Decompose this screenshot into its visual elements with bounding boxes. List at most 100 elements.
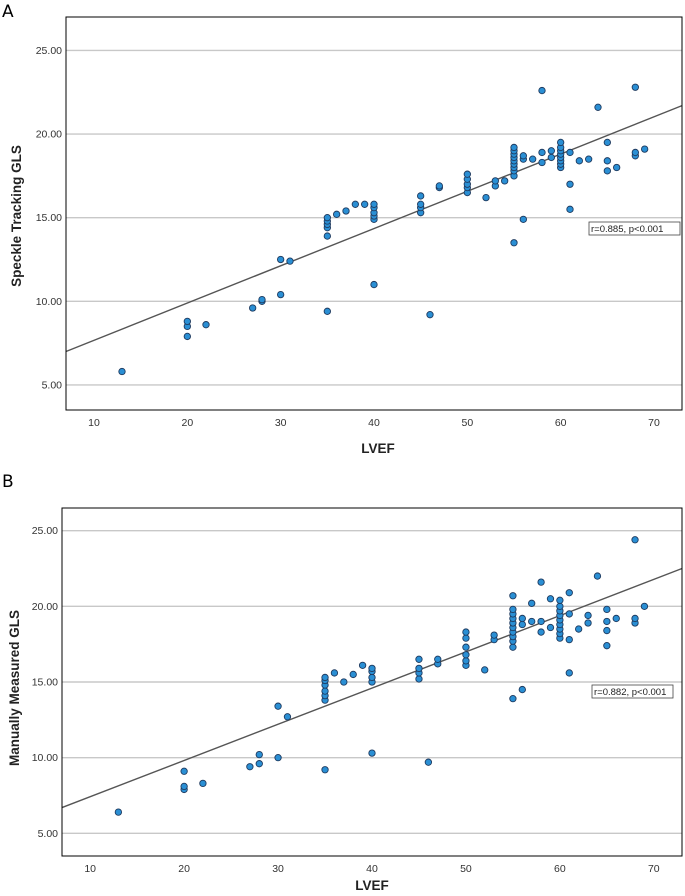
panel-b-data-point (358, 661, 367, 670)
panel-b-data-point (537, 578, 545, 586)
panel-a-x-tick-label: 10 (88, 417, 100, 429)
panel-b-data-point (462, 651, 470, 659)
panel-a-data-point (603, 157, 611, 165)
panel-b-data-point (349, 670, 357, 679)
panel-a-annotation-text: r=0.885, p<0.001 (591, 224, 663, 235)
panel-a-data-point (249, 304, 257, 312)
panel-a-data-point (631, 148, 639, 157)
panel-b-data-point (462, 634, 470, 642)
panel-a-data-point (277, 255, 285, 264)
panel-a-data-point (519, 152, 527, 160)
panel-a-data-point (603, 167, 611, 175)
panel-a-data-point (426, 311, 434, 319)
panel-b-x-tick-label: 70 (648, 863, 660, 875)
panel-b-data-point (321, 766, 329, 774)
panel-a-data-point (118, 367, 126, 376)
panel-a-data-point (641, 145, 649, 153)
panel-a-data-point (435, 182, 443, 190)
panel-a-x-tick-label: 20 (181, 417, 193, 429)
panel-b-data-point (631, 614, 639, 623)
panel-b-data-point (565, 669, 573, 677)
panel-b-data-point (546, 623, 555, 632)
panel-a-data-point (594, 103, 602, 111)
panel-b-data-point (556, 596, 564, 604)
panel-b-data-point (340, 678, 348, 686)
panel-b-data-point (321, 673, 329, 682)
panel-b-data-point (565, 589, 573, 597)
panel-a-y-axis-title: Speckle Tracking GLS (9, 145, 24, 287)
panel-b-x-tick-label: 50 (460, 863, 472, 875)
panel-a-annotation-box (588, 221, 681, 236)
panel-a-x-tick-label: 70 (648, 417, 660, 429)
panel-b-data-point (565, 635, 573, 644)
panel-a-data-point (603, 138, 611, 147)
panel-b-x-tick-label: 20 (178, 863, 190, 875)
panel-b-data-point (528, 599, 536, 607)
panel-b-data-point (255, 760, 263, 768)
panel-b-data-point (330, 669, 339, 677)
panel-b-data-point (640, 602, 649, 610)
panel-a-y-ticks: 5.00 10.00 15.00 20.00 25.00 (36, 45, 62, 391)
panel-b-data-point (368, 749, 376, 757)
panel-b-data-point (415, 675, 423, 683)
panel-b-data-point (584, 619, 592, 627)
panel-a-data-point (351, 200, 359, 208)
panel-b-fit-line (61, 567, 683, 809)
panel-b-data-point (490, 631, 498, 639)
panel-a-data-point (333, 210, 341, 218)
panel-a-data-point (491, 177, 499, 185)
panel-b-data-point (546, 595, 555, 603)
panel-b-points (114, 536, 649, 816)
panel-a-data-point (277, 290, 285, 299)
panel-a-x-tick-label: 40 (368, 417, 380, 429)
panel-b-data-point (415, 655, 423, 663)
panel-b-y-tick-label: 5.00 (38, 828, 59, 840)
panel-b-data-point (603, 642, 611, 650)
panel-a-data-point (585, 155, 593, 163)
panel-b-plot-frame (61, 507, 683, 857)
panel-b-data-point (321, 687, 329, 695)
panel-b-data-point (537, 617, 545, 626)
panel-a-data-point (482, 193, 490, 202)
panel-a-letter: A (2, 2, 14, 22)
panel-b-data-point (603, 617, 611, 626)
panel-a-data-point (566, 148, 574, 157)
panel-a-x-tick-label: 30 (275, 417, 287, 429)
panel-b-annotation: r=0.882, p<0.001 (591, 684, 674, 699)
panel-a-data-point (501, 177, 509, 185)
panel-a-data-point (631, 83, 639, 91)
panel-b-data-point (180, 767, 188, 775)
panel-b-data-point (593, 572, 602, 580)
panel-b-x-axis-title: LVEF (355, 878, 389, 893)
panel-a: A 10 20 30 40 50 60 70 5.00 10.00 15.00 20.00 25.0… (2, 2, 683, 456)
panel-a-y-tick-label: 5.00 (42, 379, 63, 391)
panel-b-data-point (575, 625, 583, 633)
panel-b-annotation-text: r=0.882, p<0.001 (594, 687, 666, 698)
panel-b-y-ticks: 5.00 10.00 15.00 20.00 25.00 (32, 525, 58, 840)
panel-a-data-point (202, 321, 210, 329)
panel-b-data-point (518, 685, 526, 694)
panel-b-data-point (246, 763, 254, 771)
panel-a-data-point (566, 180, 574, 188)
panel-a-data-point (361, 200, 369, 208)
panel-b-y-tick-label: 25.00 (32, 525, 58, 537)
panel-a-data-point (258, 295, 266, 304)
panel-b-data-point (603, 626, 611, 635)
panel-a-data-point (557, 138, 565, 147)
panel-b-data-point (283, 713, 292, 721)
panel-b-data-point (462, 643, 470, 651)
panel-a-data-point (538, 148, 546, 157)
panel-a-y-tick-label: 25.00 (36, 45, 62, 57)
panel-b-data-point (584, 611, 592, 620)
panel-b-data-point (509, 643, 517, 651)
panel-b-x-ticks: 10 20 30 40 50 60 70 (84, 863, 659, 875)
panel-a-data-point (342, 207, 350, 215)
panel-b-data-point (509, 694, 517, 703)
panel-a-data-point (538, 86, 546, 95)
panel-b-data-point (415, 664, 423, 673)
panel-b-data-point (462, 628, 470, 636)
panel-b-data-point (462, 657, 470, 665)
panel-b-y-axis-title: Manually Measured GLS (7, 610, 22, 766)
panel-a-y-tick-label: 10.00 (36, 296, 62, 308)
